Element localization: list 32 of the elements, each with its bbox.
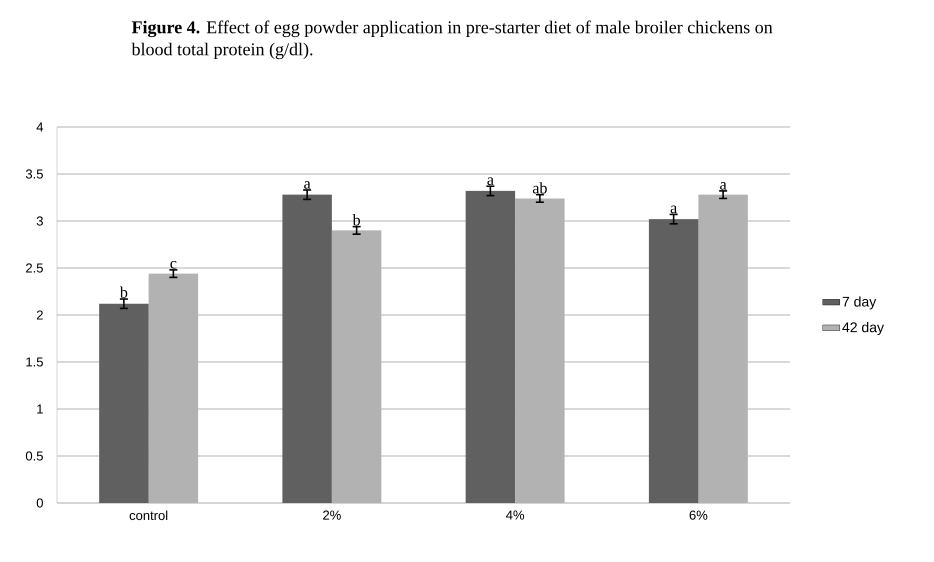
y-tick-label: 2 — [36, 310, 43, 320]
bar — [148, 274, 198, 503]
annotation: c — [170, 260, 176, 269]
bar — [698, 194, 748, 503]
annotation: ab — [532, 182, 547, 194]
legend-label: 42 day — [842, 322, 884, 336]
annotation: a — [304, 181, 310, 189]
bar — [648, 219, 698, 503]
annotation: b — [120, 286, 128, 298]
x-tick-label: 2% — [323, 510, 341, 520]
bar — [99, 304, 149, 503]
bar — [282, 194, 332, 503]
y-tick-label: 4 — [36, 122, 44, 132]
y-tick-label: 2.5 — [26, 263, 43, 273]
annotation: a — [720, 182, 726, 190]
chart-title: Figure 4. Effect of egg powder application in pre-starter diet of male broiler chickens on blood total protein (g/dl). — [132, 20, 772, 60]
y-tick-label: 3.5 — [26, 169, 43, 179]
y-tick-label: 0.5 — [26, 451, 43, 461]
annotation: b — [352, 214, 360, 226]
annotation: a — [487, 177, 494, 186]
annotation: a — [670, 206, 677, 214]
y-tick-label: 1.5 — [26, 357, 43, 367]
y-tick-label: 3 — [36, 216, 43, 226]
legend-label: 7 day — [842, 296, 876, 310]
y-tick-label: 0 — [36, 498, 43, 508]
bar — [515, 198, 565, 503]
x-tick-label: control — [130, 510, 168, 520]
bar — [466, 190, 516, 503]
x-tick-label: 4% — [506, 510, 524, 520]
y-tick-label: 1 — [37, 404, 43, 414]
bar — [332, 230, 382, 503]
x-tick-label: 6% — [690, 510, 708, 520]
